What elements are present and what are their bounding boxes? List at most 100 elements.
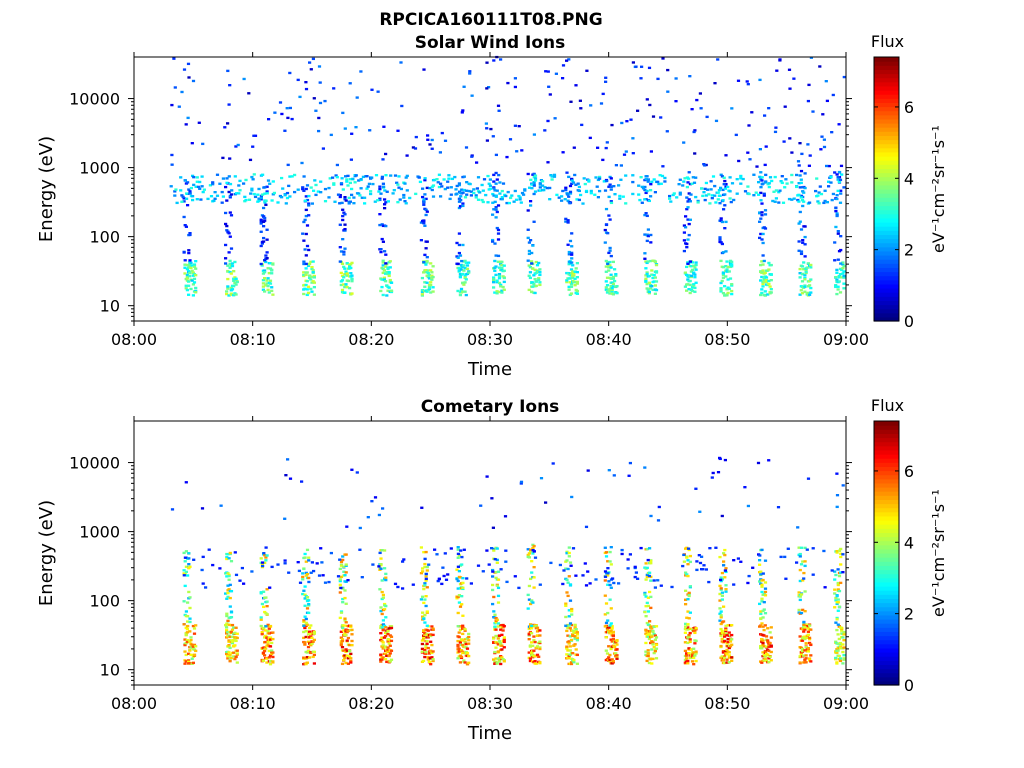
heatmap-cell (186, 574, 190, 577)
heatmap-cell (654, 647, 659, 650)
heatmap-cell (645, 575, 649, 579)
heatmap-cell (420, 639, 424, 642)
heatmap-cell (790, 173, 794, 177)
heatmap-cell (304, 87, 309, 91)
heatmap-cell (360, 576, 364, 579)
heatmap-cell (380, 175, 384, 179)
heatmap-cell (538, 186, 542, 189)
heatmap-cell (785, 182, 789, 185)
heatmap-cell (312, 274, 316, 278)
colorbar-step (874, 491, 899, 496)
heatmap-cell (343, 656, 347, 660)
heatmap-cell (527, 638, 531, 641)
heatmap-cell (235, 636, 239, 640)
heatmap-cell (722, 251, 726, 254)
heatmap-cell (184, 642, 188, 645)
colorbar-tick-label: 6 (904, 462, 914, 481)
heatmap-cell (225, 614, 229, 618)
heatmap-cell (654, 270, 659, 273)
heatmap-cell (807, 164, 811, 167)
heatmap-cell (187, 188, 191, 191)
heatmap-cell (646, 652, 650, 655)
heatmap-cell (755, 165, 759, 168)
heatmap-cell (801, 190, 805, 193)
colorbar-step (874, 544, 899, 550)
heatmap-cell (537, 277, 541, 280)
heatmap-cell (185, 275, 189, 279)
heatmap-cell (264, 625, 268, 628)
heatmap-cell (560, 199, 564, 202)
heatmap-cell (568, 293, 572, 297)
heatmap-cell (570, 245, 574, 248)
heatmap-cell (686, 238, 690, 241)
heatmap-cell (568, 653, 572, 656)
heatmap-cell (492, 286, 496, 289)
heatmap-cell (264, 640, 268, 644)
heatmap-cell (498, 192, 502, 195)
heatmap-cell (690, 108, 694, 111)
heatmap-cell (342, 629, 346, 632)
heatmap-cell (496, 625, 500, 628)
heatmap-cell (800, 199, 805, 202)
heatmap-cell (727, 646, 731, 650)
heatmap-cell (333, 200, 337, 203)
heatmap-cell (303, 552, 307, 556)
heatmap-cell (332, 87, 336, 90)
heatmap-cell (268, 624, 273, 628)
heatmap-cell (804, 270, 808, 274)
heatmap-cell (645, 175, 649, 178)
heatmap-cell (442, 178, 446, 181)
heatmap-cell (654, 636, 659, 639)
heatmap-cell (459, 268, 464, 271)
heatmap-cell (806, 99, 810, 103)
heatmap-cell (719, 614, 723, 617)
heatmap-cell (425, 240, 429, 243)
heatmap-cell (422, 200, 426, 204)
heatmap-cell (682, 180, 686, 183)
heatmap-cell (455, 568, 459, 571)
heatmap-cell (304, 283, 308, 287)
heatmap-cell (692, 663, 696, 666)
heatmap-cell (611, 293, 615, 296)
heatmap-cell (568, 561, 573, 564)
heatmap-cell (730, 260, 734, 264)
colorbar-step (874, 449, 899, 455)
heatmap-cell (761, 572, 765, 575)
heatmap-cell (492, 637, 496, 640)
heatmap-cell (835, 618, 839, 621)
heatmap-cell (607, 195, 611, 199)
heatmap-cell (384, 635, 388, 638)
heatmap-cell (227, 251, 231, 254)
heatmap-cell (808, 657, 812, 660)
colorbar-step (874, 441, 899, 447)
heatmap-cell (494, 216, 498, 219)
heatmap-cell (554, 72, 558, 75)
heatmap-cell (379, 250, 383, 254)
heatmap-cell (645, 634, 649, 637)
heatmap-cell (342, 649, 346, 652)
heatmap-cell (690, 285, 695, 289)
heatmap-cell (385, 654, 389, 657)
heatmap-cell (485, 139, 489, 142)
heatmap-cell (653, 586, 657, 589)
heatmap-cell (344, 175, 348, 178)
heatmap-cell (344, 621, 348, 624)
heatmap-cell (233, 281, 237, 285)
heatmap-cell (250, 175, 254, 179)
heatmap-cell (497, 266, 502, 269)
heatmap-cell (735, 178, 739, 181)
heatmap-cell (527, 556, 531, 559)
heatmap-cell (688, 75, 692, 78)
heatmap-cell (532, 576, 536, 579)
heatmap-cell (649, 241, 653, 244)
heatmap-cell (837, 123, 841, 126)
colorbar-step (874, 499, 899, 505)
heatmap-cell (456, 639, 460, 643)
heatmap-cell (358, 194, 362, 197)
heatmap-cell (530, 571, 534, 574)
heatmap-cell (769, 626, 773, 629)
heatmap-cell (433, 178, 437, 182)
heatmap-cell (491, 583, 495, 587)
heatmap-cell (720, 629, 724, 633)
heatmap-cell (185, 197, 189, 200)
